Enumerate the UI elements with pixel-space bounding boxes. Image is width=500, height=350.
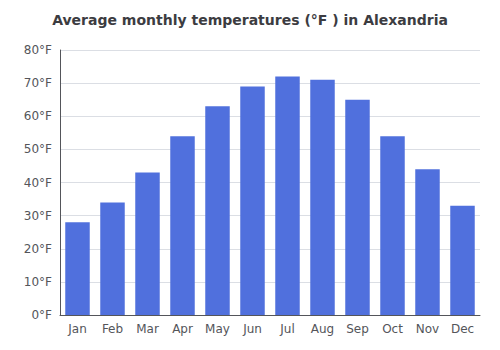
svg-text:May: May [205, 322, 230, 336]
svg-text:Mar: Mar [136, 322, 159, 336]
svg-text:20°F: 20°F [24, 242, 52, 256]
svg-text:Jan: Jan [67, 322, 87, 336]
svg-text:0°F: 0°F [31, 308, 52, 322]
svg-text:Average monthly temperatures (: Average monthly temperatures (°F ) in Al… [52, 12, 448, 28]
svg-text:Sep: Sep [346, 322, 369, 336]
svg-text:10°F: 10°F [24, 275, 52, 289]
svg-text:40°F: 40°F [24, 176, 52, 190]
svg-text:60°F: 60°F [24, 109, 52, 123]
svg-text:30°F: 30°F [24, 209, 52, 223]
svg-text:50°F: 50°F [24, 142, 52, 156]
svg-text:Apr: Apr [172, 322, 193, 336]
svg-text:Aug: Aug [311, 322, 334, 336]
svg-text:Feb: Feb [102, 322, 123, 336]
svg-text:Jul: Jul [279, 322, 294, 336]
svg-text:70°F: 70°F [24, 76, 52, 90]
svg-text:Dec: Dec [451, 322, 474, 336]
svg-text:Oct: Oct [382, 322, 403, 336]
svg-text:Nov: Nov [416, 322, 439, 336]
svg-text:Jun: Jun [242, 322, 262, 336]
svg-text:80°F: 80°F [24, 43, 52, 57]
